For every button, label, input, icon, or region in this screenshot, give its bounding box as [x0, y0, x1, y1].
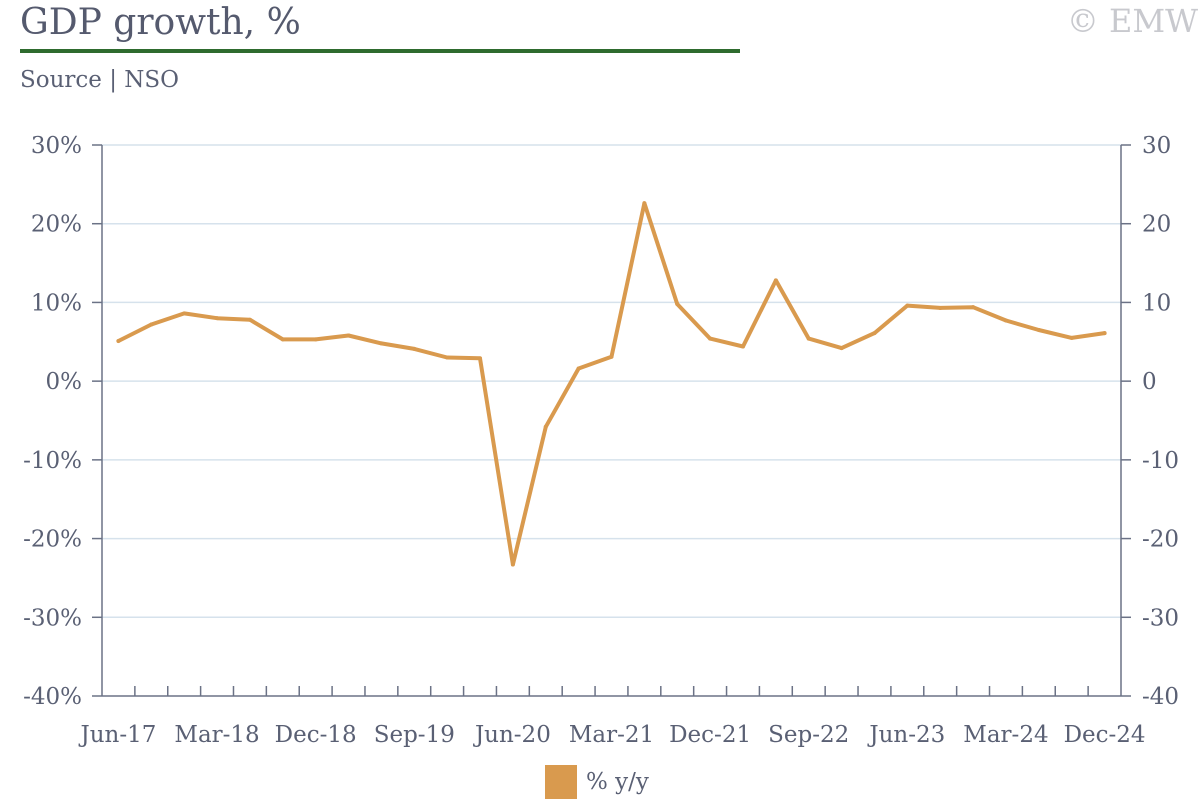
data-point [510, 562, 515, 567]
x-tick-label: Sep-19 [374, 722, 455, 748]
y-left-tick-label: 30% [31, 133, 82, 159]
data-point [313, 337, 318, 342]
y-left-tick-label: 20% [31, 212, 82, 238]
data-point [478, 356, 483, 361]
chart-title: GDP growth, % [20, 2, 301, 43]
data-point [412, 346, 417, 351]
legend: % y/y [545, 765, 649, 799]
data-point [116, 338, 121, 343]
y-left-tick-label: -10% [23, 448, 82, 474]
x-tick-label: Mar-24 [963, 722, 1048, 748]
y-right-tick-label: 20 [1142, 212, 1171, 238]
data-point [740, 344, 745, 349]
y-right-tick-label: -40 [1142, 684, 1179, 710]
x-tick-label: Mar-18 [174, 722, 259, 748]
y-left-tick-label: 10% [31, 290, 82, 316]
y-right-tick-label: 0 [1142, 369, 1157, 395]
data-point [971, 305, 976, 310]
data-point [1003, 318, 1008, 323]
data-point [806, 336, 811, 341]
data-point [445, 355, 450, 360]
x-tick-label: Dec-24 [1064, 722, 1146, 748]
data-point [938, 305, 943, 310]
data-point [280, 337, 285, 342]
legend-label: % y/y [586, 769, 649, 795]
legend-swatch [545, 765, 577, 799]
data-point [543, 424, 548, 429]
x-tick-label: Sep-22 [768, 722, 849, 748]
series-line [116, 201, 1107, 567]
data-point [1102, 331, 1107, 336]
x-tick-label: Dec-18 [275, 722, 357, 748]
data-point [346, 333, 351, 338]
x-tick-label: Jun-20 [473, 722, 551, 748]
y-right-tick-label: -20 [1142, 527, 1179, 553]
x-tick-label: Jun-23 [867, 722, 945, 748]
source-label: Source | NSO [20, 67, 180, 93]
data-point [872, 331, 877, 336]
y-right-tick-label: -10 [1142, 448, 1179, 474]
y-right-tick-label: 30 [1142, 133, 1171, 159]
data-point [642, 201, 647, 206]
data-point [708, 336, 713, 341]
x-tick-label: Jun-17 [78, 722, 156, 748]
y-right-tick-label: -30 [1142, 605, 1179, 631]
copyright-watermark: © EMW [1066, 2, 1198, 40]
x-tick-label: Mar-21 [569, 722, 654, 748]
y-left-tick-label: 0% [46, 369, 83, 395]
data-point [149, 322, 154, 327]
y-right-tick-label: 10 [1142, 290, 1171, 316]
data-point [839, 346, 844, 351]
data-point [1036, 327, 1041, 332]
x-tick-label: Dec-21 [669, 722, 751, 748]
data-point [1069, 335, 1074, 340]
data-point [379, 341, 384, 346]
data-point [905, 303, 910, 308]
tick-labels: 30% 30 20% 20 10% 10 0% 0 -10% -10 -20% -20 -30% -30 -… [23, 133, 1179, 748]
data-point [675, 302, 680, 307]
data-point [576, 366, 581, 371]
y-left-tick-label: -20% [23, 527, 82, 553]
y-left-tick-label: -40% [23, 684, 82, 710]
series-layer [116, 201, 1107, 567]
axes [92, 144, 1131, 697]
data-point [182, 311, 187, 316]
y-left-tick-label: -30% [23, 605, 82, 631]
data-point [773, 278, 778, 283]
data-point [215, 316, 220, 321]
title-underline [20, 49, 740, 53]
data-point [247, 317, 252, 322]
data-point [609, 354, 614, 359]
gridlines [102, 144, 1121, 619]
